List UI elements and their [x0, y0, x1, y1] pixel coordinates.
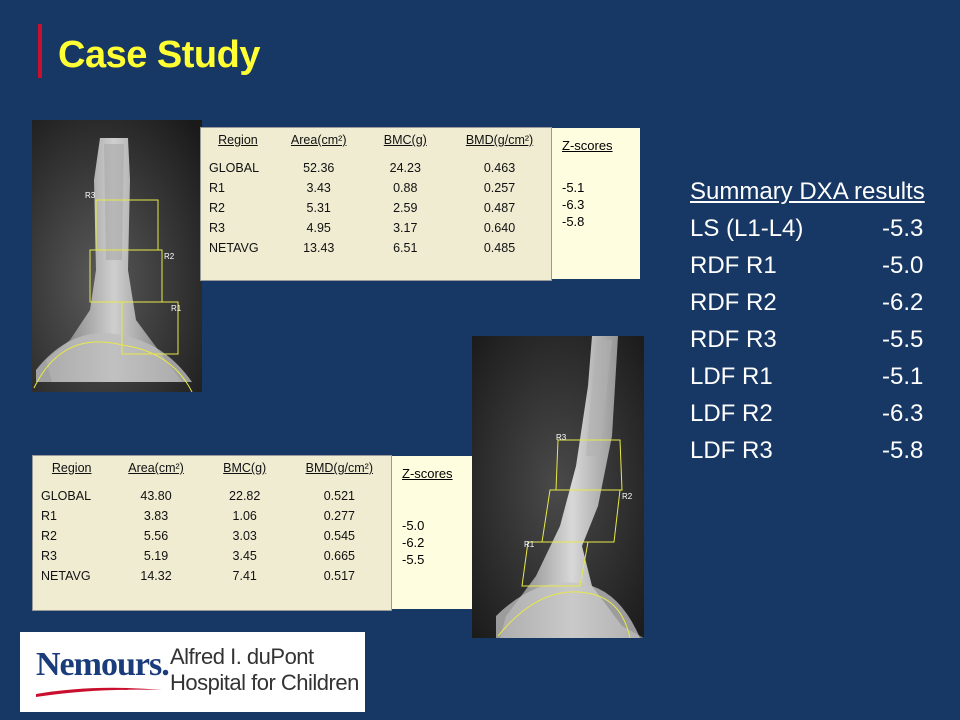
z-scores-header: Z-scores — [402, 466, 453, 481]
summary-row: RDF R3 -5.5 — [690, 326, 924, 353]
table-row: R2 5.31 2.59 0.487 — [209, 201, 516, 215]
z-score-value: -5.8 — [562, 214, 585, 229]
summary-dxa: Summary DXA results LS (L1-L4) -5.3 RDF R… — [690, 178, 925, 474]
z-scores-top: Z-scores -5.1 -6.3 -5.8 — [552, 128, 640, 279]
col-header-region: Region — [218, 133, 258, 147]
table-row: R3 4.95 3.17 0.640 — [209, 221, 516, 235]
summary-row: LDF R3 -5.8 — [690, 437, 924, 464]
logo-swoosh-icon — [36, 687, 162, 697]
accent-bar — [38, 24, 42, 78]
table-row: GLOBAL 52.36 24.23 0.463 — [209, 161, 516, 175]
z-score-value: -6.2 — [402, 535, 425, 550]
table-row: R2 5.56 3.03 0.545 — [41, 529, 355, 543]
z-score-value: -5.1 — [562, 180, 585, 195]
roi-label-r1: R1 — [524, 540, 535, 549]
summary-row: RDF R2 -6.2 — [690, 289, 924, 316]
table-row: NETAVG 14.32 7.41 0.517 — [41, 569, 355, 583]
summary-title: Summary DXA results — [690, 178, 925, 205]
summary-row: LS (L1-L4) -5.3 — [690, 215, 924, 242]
roi-label-r2: R2 — [622, 492, 633, 501]
z-score-value: -6.3 — [562, 197, 585, 212]
col-header-bmd: BMD(g/cm²) — [305, 461, 374, 475]
slide-title: Case Study — [58, 34, 260, 76]
summary-row: LDF R1 -5.1 — [690, 363, 924, 390]
hospital-name: Alfred I. duPont Hospital for Children — [170, 644, 359, 696]
roi-label-r2: R2 — [164, 252, 175, 261]
col-header-area: Area(cm²) — [128, 461, 184, 475]
z-scores-bottom: Z-scores -5.0 -6.2 -5.5 — [392, 456, 472, 609]
z-scores-header: Z-scores — [562, 138, 613, 153]
col-header-area: Area(cm²) — [290, 133, 347, 147]
nemours-logo: Nemours. Alfred I. duPont Hospital for C… — [20, 632, 365, 712]
femur-xray-top: R3 R2 R1 — [32, 120, 202, 392]
summary-row: LDF R2 -6.3 — [690, 400, 924, 427]
roi-label-r3: R3 — [85, 191, 96, 200]
z-score-value: -5.0 — [402, 518, 425, 533]
dxa-table-top: Region Area(cm²) BMC(g) BMD(g/cm²) GLOBA… — [200, 127, 552, 281]
table-row: R3 5.19 3.45 0.665 — [41, 549, 355, 563]
hospital-line-2: Hospital for Children — [170, 670, 359, 695]
col-header-bmc: BMC(g) — [383, 133, 427, 147]
femur-xray-bottom: R3 R2 R1 — [472, 336, 644, 638]
z-score-value: -5.5 — [402, 552, 425, 567]
dxa-table-bottom: Region Area(cm²) BMC(g) BMD(g/cm²) GLOBA… — [32, 455, 392, 611]
col-header-region: Region — [51, 461, 92, 475]
table-row: R1 3.83 1.06 0.277 — [41, 509, 355, 523]
roi-label-r1: R1 — [171, 304, 182, 313]
hospital-line-1: Alfred I. duPont — [170, 644, 314, 669]
summary-row: RDF R1 -5.0 — [690, 252, 924, 279]
nemours-wordmark: Nemours. — [36, 646, 170, 683]
roi-label-r3: R3 — [556, 433, 567, 442]
table-row: GLOBAL 43.80 22.82 0.521 — [41, 489, 355, 503]
col-header-bmd: BMD(g/cm²) — [465, 133, 534, 147]
table-row: NETAVG 13.43 6.51 0.485 — [209, 241, 516, 255]
table-row: R1 3.43 0.88 0.257 — [209, 181, 516, 195]
col-header-bmc: BMC(g) — [223, 461, 267, 475]
